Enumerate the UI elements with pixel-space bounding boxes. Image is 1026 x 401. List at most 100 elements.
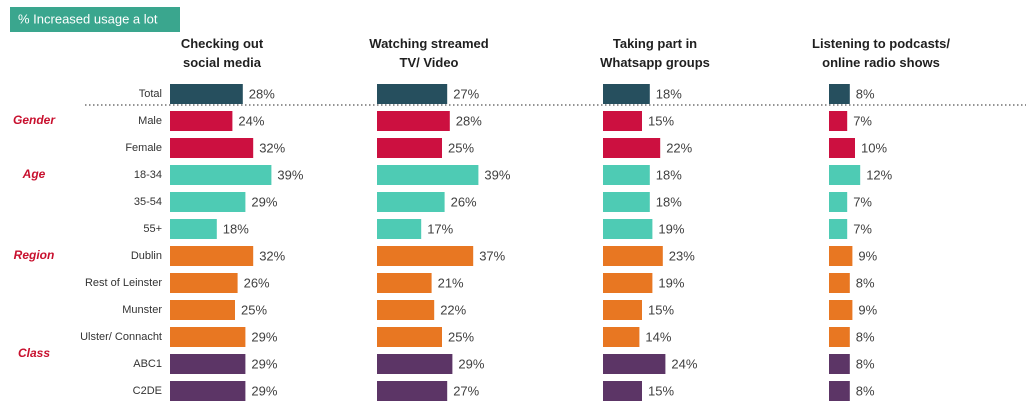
value-label: 29% (458, 356, 484, 371)
value-label: 8% (856, 86, 875, 101)
bar (603, 111, 642, 131)
value-label: 9% (858, 302, 877, 317)
value-label: 15% (648, 302, 674, 317)
value-label: 23% (669, 248, 695, 263)
panel-title-line: Whatsapp groups (600, 55, 710, 70)
bar (829, 192, 848, 212)
group-label: Region (14, 248, 55, 262)
bar (603, 246, 663, 266)
category-label: Rest of Leinster (85, 277, 162, 289)
value-label: 29% (251, 383, 277, 398)
value-label: 8% (856, 275, 875, 290)
panel-title-line: Taking part in (613, 36, 697, 51)
panel-title-line: Watching streamed (369, 36, 488, 51)
bar (829, 138, 855, 158)
bar (829, 246, 853, 266)
value-label: 25% (448, 329, 474, 344)
bar (829, 111, 848, 131)
value-label: 39% (277, 167, 303, 182)
bar (377, 219, 422, 239)
bar (829, 84, 850, 104)
value-label: 10% (861, 140, 887, 155)
value-label: 29% (251, 356, 277, 371)
bar (829, 165, 861, 185)
bar (603, 327, 640, 347)
value-label: 7% (853, 221, 872, 236)
category-label: Male (138, 115, 162, 127)
group-label: Class (18, 346, 50, 360)
value-label: 19% (658, 221, 684, 236)
panel-title: Watching streamed TV/ Video (369, 36, 488, 70)
bar (603, 165, 650, 185)
value-label: 14% (645, 329, 671, 344)
panel-title: Listening to podcasts/online radio shows (812, 36, 950, 70)
group-label: Gender (13, 113, 56, 127)
bar (829, 219, 848, 239)
bar (170, 273, 238, 293)
bar (603, 138, 661, 158)
category-label: Munster (122, 304, 162, 316)
bar (829, 327, 850, 347)
group-label: Age (22, 167, 46, 181)
bar (377, 381, 448, 401)
value-label: 28% (456, 113, 482, 128)
value-label: 12% (866, 167, 892, 182)
value-label: 29% (251, 329, 277, 344)
value-label: 28% (249, 86, 275, 101)
value-label: 18% (656, 194, 682, 209)
bar (377, 246, 474, 266)
value-label: 17% (427, 221, 453, 236)
bar (377, 138, 442, 158)
value-label: 24% (671, 356, 697, 371)
value-label: 27% (453, 383, 479, 398)
bar (170, 165, 272, 185)
value-label: 15% (648, 383, 674, 398)
bar (170, 111, 233, 131)
bar (170, 300, 235, 320)
bar (170, 138, 254, 158)
value-label: 26% (244, 275, 270, 290)
bar (377, 273, 432, 293)
value-label: 24% (238, 113, 264, 128)
bar (829, 354, 850, 374)
category-label: 55+ (143, 223, 162, 235)
bar (377, 300, 435, 320)
bar (377, 354, 453, 374)
value-label: 19% (658, 275, 684, 290)
bar (603, 84, 650, 104)
value-label: 26% (451, 194, 477, 209)
category-label: 35-54 (134, 196, 162, 208)
bar (170, 84, 243, 104)
value-label: 8% (856, 329, 875, 344)
value-label: 39% (484, 167, 510, 182)
category-label: 18-34 (134, 169, 162, 181)
bar (603, 300, 642, 320)
value-label: 18% (656, 86, 682, 101)
panel-title-line: online radio shows (822, 55, 940, 70)
bar (170, 192, 246, 212)
tag-text: % Increased usage a lot (18, 11, 158, 26)
bar (170, 381, 246, 401)
bar (170, 219, 217, 239)
value-label: 22% (666, 140, 692, 155)
bar (829, 381, 850, 401)
bar (603, 219, 653, 239)
value-label: 7% (853, 194, 872, 209)
value-label: 32% (259, 140, 285, 155)
bar (377, 84, 448, 104)
value-label: 18% (223, 221, 249, 236)
bar (170, 354, 246, 374)
value-label: 32% (259, 248, 285, 263)
panel-title-line: social media (183, 55, 262, 70)
value-label: 25% (448, 140, 474, 155)
value-label: 21% (438, 275, 464, 290)
tag-box (10, 7, 180, 32)
value-label: 9% (858, 248, 877, 263)
bar (377, 192, 445, 212)
bar (170, 246, 254, 266)
value-label: 37% (479, 248, 505, 263)
category-label: Female (125, 142, 162, 154)
panel-title-line: Checking out (181, 36, 264, 51)
bar (377, 165, 479, 185)
